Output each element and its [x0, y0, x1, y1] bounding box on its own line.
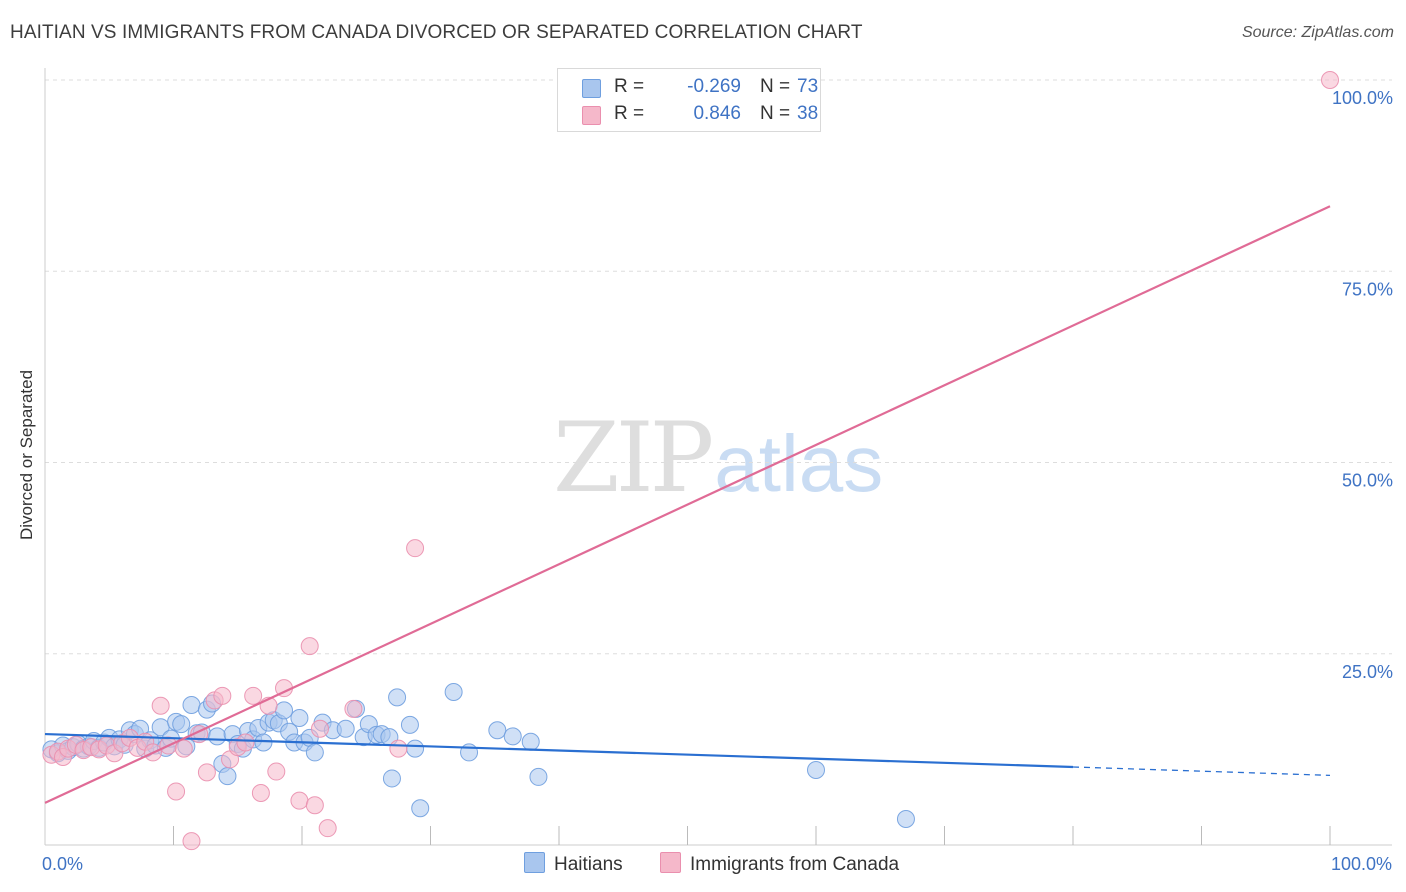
- haitian-point: [208, 727, 227, 746]
- canada-point: [389, 739, 408, 758]
- canada-point: [318, 819, 337, 838]
- chart-title: HAITIAN VS IMMIGRANTS FROM CANADA DIVORC…: [10, 22, 863, 43]
- canada-point: [213, 686, 232, 705]
- canada-point: [406, 539, 425, 558]
- legend-item-canada: Immigrants from Canada: [660, 852, 899, 876]
- haitian-point: [503, 727, 522, 746]
- canada-point: [305, 796, 324, 815]
- legend-label-haitians: Haitians: [554, 854, 623, 875]
- y-tick-label: 100.0%: [1332, 88, 1393, 108]
- canada-trend-line: [44, 205, 1331, 804]
- tick-layer: 100.0% 75.0% 50.0% 25.0% 0.0% 100.0%: [42, 88, 1393, 874]
- haitian-trend-extension: [1072, 766, 1331, 777]
- watermark-atlas: atlas: [714, 419, 884, 508]
- legend-label-canada: Immigrants from Canada: [690, 854, 900, 875]
- y-tick-label: 75.0%: [1342, 279, 1393, 299]
- haitian-point: [254, 733, 273, 752]
- y-tick-label: 50.0%: [1342, 471, 1393, 491]
- haitian-point: [182, 696, 201, 715]
- legend-swatch-canada: [660, 852, 681, 873]
- swatch-haitians: [582, 79, 601, 98]
- haitian-point: [411, 799, 430, 818]
- haitian-point: [521, 732, 540, 751]
- canada-point: [267, 762, 286, 781]
- canada-point: [310, 719, 329, 738]
- r-label: R =: [614, 103, 645, 124]
- haitian-point: [529, 767, 548, 786]
- trend-layer: [44, 205, 1331, 804]
- canada-point: [1321, 71, 1339, 89]
- y-tick-label: 25.0%: [1342, 662, 1393, 682]
- haitian-point: [336, 719, 355, 738]
- n-label: N =: [760, 76, 791, 97]
- watermark-zip: ZIP: [553, 402, 714, 514]
- grid-layer: [45, 79, 1392, 655]
- canada-point: [300, 637, 319, 656]
- canada-point: [236, 733, 255, 752]
- x-tick-label: 0.0%: [42, 854, 83, 874]
- haitian-point: [444, 683, 463, 701]
- axis-layer: [44, 68, 1392, 846]
- r-value: 0.846: [693, 103, 741, 124]
- watermark: ZIPatlas: [553, 402, 883, 514]
- haitian-point: [218, 767, 237, 786]
- haitian-point: [406, 739, 425, 758]
- canada-point: [197, 763, 216, 782]
- haitian-point: [275, 701, 294, 720]
- haitian-point: [807, 761, 825, 780]
- r-label: R =: [614, 76, 645, 97]
- stats-legend-box: R = -0.269 N = 73 R = 0.846 N = 38: [557, 68, 821, 132]
- haitian-point: [896, 809, 915, 828]
- r-value: -0.269: [687, 76, 741, 97]
- n-value: 73: [797, 76, 819, 97]
- legend-swatch-haitians: [524, 852, 545, 873]
- canada-point: [182, 832, 201, 851]
- n-value: 38: [797, 103, 819, 124]
- haitian-point: [172, 715, 191, 734]
- canada-point: [290, 791, 309, 810]
- canada-point: [251, 783, 270, 802]
- swatch-canada: [582, 106, 601, 125]
- canada-point: [174, 739, 193, 758]
- haitian-trend-line: [44, 732, 1074, 769]
- haitian-point: [305, 743, 324, 762]
- canada-point: [167, 782, 186, 801]
- source-credit: Source: ZipAtlas.com: [1241, 24, 1394, 41]
- n-label: N =: [760, 103, 791, 124]
- haitian-point: [382, 769, 401, 788]
- haitian-point: [388, 688, 407, 707]
- haitian-point: [290, 709, 309, 728]
- haitian-point: [400, 715, 419, 734]
- canada-point: [344, 699, 363, 718]
- points-layer: [42, 71, 1339, 851]
- canada-point: [244, 686, 263, 705]
- haitian-point: [488, 721, 507, 740]
- canada-point: [151, 696, 170, 715]
- x-tick-label: 100.0%: [1331, 854, 1392, 874]
- legend-item-haitians: Haitians: [524, 852, 623, 876]
